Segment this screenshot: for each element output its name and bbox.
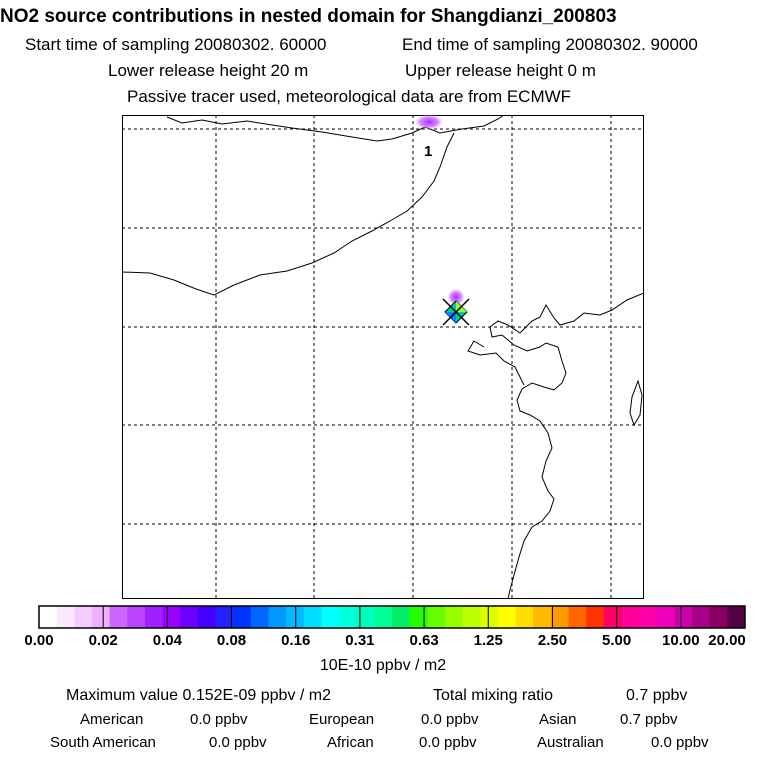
- colorbar-segment: [586, 606, 605, 628]
- colorbar-segment: [39, 606, 57, 628]
- total-mixing-value: 0.7 ppbv: [626, 687, 688, 704]
- colorbar-segment: [409, 606, 428, 628]
- colorbar: [38, 605, 746, 629]
- colorbar-segment: [339, 606, 357, 628]
- region-name: American: [80, 711, 144, 728]
- region-value: 0.0 ppbv: [651, 734, 709, 751]
- colorbar-units: 10E-10 ppbv / m2: [319, 657, 447, 674]
- region-value: 0.0 ppbv: [190, 711, 248, 728]
- colorbar-segment: [533, 606, 552, 628]
- colorbar-segment: [709, 606, 728, 628]
- coastline-boundaries: [122, 115, 644, 599]
- colorbar-segment: [144, 606, 163, 628]
- colorbar-tick-label: 2.50: [537, 632, 568, 649]
- colorbar-segment: [639, 606, 658, 628]
- colorbar-tick-label: 0.04: [152, 632, 182, 649]
- region-name: African: [327, 734, 374, 751]
- colorbar-segment: [480, 606, 499, 628]
- island-outline: [629, 379, 643, 427]
- map-frame: [122, 115, 644, 599]
- start-time-label: Start time of sampling 20080302. 60000: [25, 35, 327, 54]
- total-mixing-label: Total mixing ratio: [433, 687, 554, 704]
- colorbar-segment: [197, 606, 216, 628]
- tracer-note: Passive tracer used, meteorological data…: [127, 87, 572, 106]
- colorbar-segment: [427, 606, 446, 628]
- colorbar-frame: [38, 605, 746, 629]
- colorbar-segment: [392, 606, 410, 628]
- colorbar-tick-label: 0.63: [409, 632, 439, 649]
- region-value: 0.0 ppbv: [419, 734, 477, 751]
- colorbar-segment: [568, 606, 587, 628]
- colorbar-segment: [550, 606, 569, 628]
- colorbar-segment: [692, 606, 710, 628]
- plume-station: [447, 288, 465, 306]
- colorbar-tick-label: 0.16: [281, 632, 311, 649]
- region-value: 0.7 ppbv: [620, 711, 678, 728]
- coastline-inlet: [467, 340, 525, 386]
- region-name: Australian: [537, 734, 604, 751]
- colorbar-segment: [109, 606, 128, 628]
- colorbar-tick-label: 0.08: [216, 632, 247, 649]
- colorbar-segment: [444, 606, 463, 628]
- colorbar-segment: [321, 606, 340, 628]
- colorbar-segment: [497, 606, 516, 628]
- region-name: South American: [50, 734, 156, 751]
- border-line-north: [166, 115, 505, 142]
- colorbar-segment: [233, 606, 252, 628]
- graticule: [122, 115, 644, 599]
- border-line-central: [122, 132, 455, 296]
- colorbar-segment: [356, 606, 375, 628]
- station-marker-icon: [442, 298, 470, 326]
- colorbar-tick-label: 0.00: [24, 632, 54, 649]
- colorbar-segment: [727, 606, 746, 628]
- colorbar-segment: [180, 606, 199, 628]
- colorbar-segment: [374, 606, 393, 628]
- colorbar-segment: [56, 606, 75, 628]
- colorbar-tick-label: 20.00: [708, 632, 746, 649]
- colorbar-segment: [250, 606, 269, 628]
- colorbar-segment: [462, 606, 481, 628]
- colorbar-segment: [656, 606, 675, 628]
- upper-release-height-label: Upper release height 0 m: [405, 61, 596, 80]
- region-name: European: [309, 711, 375, 728]
- colorbar-tick-label: 10.00: [662, 632, 700, 649]
- colorbar-tick-label: 0.31: [345, 632, 375, 649]
- region-name: Asian: [539, 711, 577, 728]
- colorbar-segment: [674, 606, 693, 628]
- colorbar-segment: [603, 606, 622, 628]
- colorbar-segment: [286, 606, 305, 628]
- plot-title: NO2 source contributions in nested domai…: [0, 6, 617, 27]
- colorbar-segment: [127, 606, 146, 628]
- end-time-label: End time of sampling 20080302. 90000: [402, 35, 698, 54]
- colorbar-tick-label: 0.02: [88, 632, 118, 649]
- plume-north: [414, 115, 444, 130]
- colorbar-segment: [515, 606, 534, 628]
- region-value: 0.0 ppbv: [209, 734, 267, 751]
- max-value-label: Maximum value 0.152E-09 ppbv / m2: [66, 687, 332, 704]
- region-value: 0.0 ppbv: [421, 711, 479, 728]
- colorbar-tick-label: 5.00: [602, 632, 632, 649]
- colorbar-segment: [74, 606, 93, 628]
- coastline-east: [489, 292, 644, 599]
- colorbar-segment: [621, 606, 640, 628]
- colorbar-segment: [162, 606, 181, 628]
- lower-release-height-label: Lower release height 20 m: [108, 61, 309, 80]
- map-panel: 1: [122, 115, 644, 599]
- colorbar-segment: [215, 606, 234, 628]
- marker-label-1: 1: [424, 143, 432, 160]
- colorbar-tick-label: 1.25: [473, 632, 503, 649]
- colorbar-segment: [303, 606, 322, 628]
- colorbar-segment: [91, 606, 110, 628]
- colorbar-segment: [268, 606, 287, 628]
